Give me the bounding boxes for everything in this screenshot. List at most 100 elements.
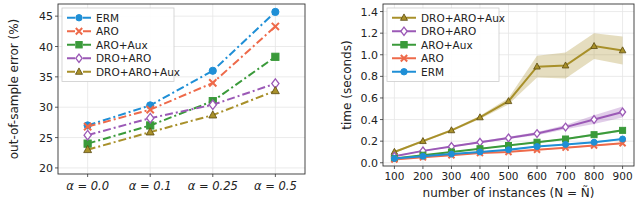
legend-label: DRO+ARO [96,52,151,64]
grid-line [58,107,305,108]
marker [505,98,512,104]
error-band [394,129,622,158]
legend-marker [76,15,82,21]
series-line [394,139,622,158]
marker [591,139,597,145]
tick-label: α = 0.5 [254,179,297,193]
tick [380,162,383,163]
marker [477,114,484,120]
marker [209,111,217,118]
plot-area [58,4,305,174]
marker [534,144,540,150]
marker [534,63,541,69]
marker [209,100,216,109]
axis-label: number of instances (N = Ñ) [423,185,595,200]
grid-line [58,167,305,168]
marker [420,138,427,144]
marker [534,130,540,138]
legend-marker [75,68,82,74]
marker [591,43,598,49]
marker [506,134,512,142]
error-band [394,107,622,157]
tick-label: 600 [527,170,547,182]
tick-label: 25 [39,132,53,145]
tick-label: 300 [441,170,461,182]
tick-label: 800 [584,170,604,182]
legend-label: ARO [96,25,119,37]
series-line [394,112,622,156]
frame [383,4,634,166]
marker [84,145,92,152]
legend-marker [401,69,407,75]
tick-label: 1.4 [361,6,379,19]
legend-label: ERM [421,66,444,78]
marker [619,47,626,53]
grid-line [58,137,305,138]
series-line [88,91,276,150]
tick-label: 1.2 [361,27,379,40]
tick-label: 100 [384,170,404,182]
series-line [88,84,276,136]
legend-marker [76,42,82,48]
error-band [394,143,622,160]
marker [84,130,91,139]
tick-label: 400 [470,170,490,182]
legend-marker [401,42,407,48]
marker [477,138,483,146]
marker [591,116,597,124]
marker [391,155,397,161]
marker [477,149,483,155]
chart: 202530354045α = 0.0α = 0.1α = 0.25α = 0.… [7,4,306,193]
frame [58,4,305,174]
tick-label: 35 [39,71,53,84]
marker [448,127,455,133]
tick-label: α = 0.0 [66,179,109,193]
tick-label: α = 0.25 [188,179,238,193]
marker [563,141,569,147]
series-line [394,143,622,159]
tick-label: 0.6 [361,92,379,105]
series-line [88,57,276,144]
tick [380,54,383,55]
marker [272,8,279,15]
marker [147,106,154,113]
legend-marker [401,27,407,35]
tick [380,141,383,142]
tick-label: 200 [413,170,433,182]
legend-label: ARO+Aux [96,39,148,51]
legend-marker [400,14,407,20]
legend: DRO+ARO+AuxDRO+AROARO+AuxAROERM [387,8,505,82]
legend-label: ARO+Aux [421,39,473,51]
legend-marker [401,55,407,61]
tick [380,97,383,98]
tick-label: 30 [39,101,53,114]
marker [562,62,569,68]
marker [209,79,216,86]
tick-label: 500 [498,170,518,182]
marker [620,127,626,133]
marker [620,136,626,142]
grid-line [212,4,213,174]
marker [420,153,426,159]
marker [272,53,279,60]
figure: 202530354045α = 0.0α = 0.1α = 0.25α = 0.… [0,0,640,205]
marker [448,151,454,157]
tick-label: 1.0 [361,49,379,62]
tick [380,76,383,77]
marker [84,123,91,130]
marker [146,128,154,135]
marker [271,87,279,94]
tick [380,11,383,12]
marker [506,147,512,153]
marker [563,123,569,131]
marker [272,23,279,30]
tick-label: 0.4 [361,114,379,127]
plot-area [383,4,634,166]
axis-label: time (seconds) [340,40,354,129]
marker [591,132,597,138]
tick [380,33,383,34]
tick-label: 20 [39,162,53,175]
marker [391,155,397,161]
legend-label: DRO+ARO+Aux [421,12,505,24]
tick-label: 0.2 [361,135,379,148]
